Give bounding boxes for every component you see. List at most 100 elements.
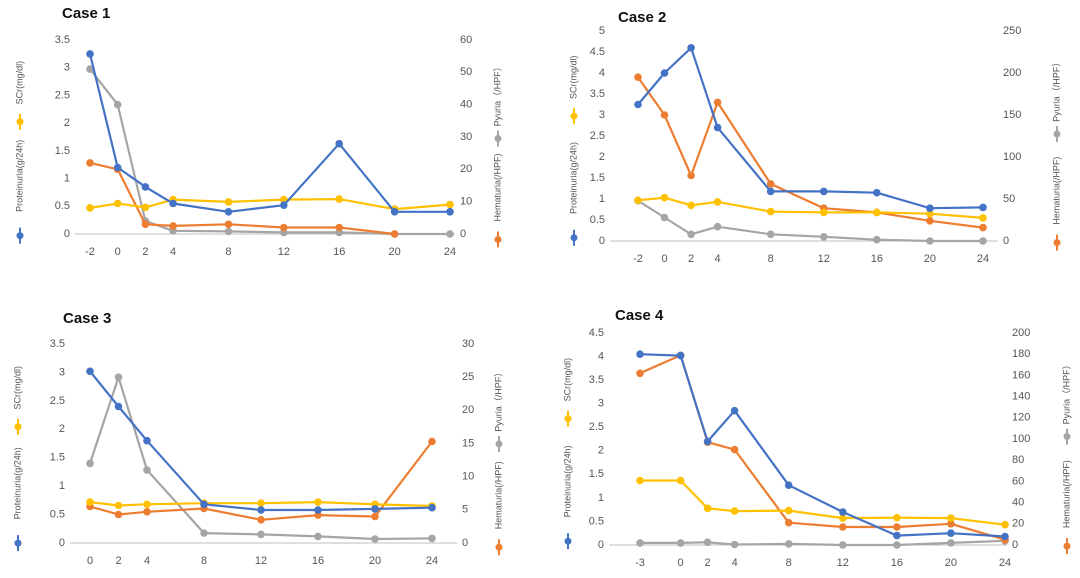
right-y-tick-label: 10 <box>460 196 472 208</box>
data-point <box>979 223 987 232</box>
data-point <box>660 193 669 202</box>
right-y-tick-label: 100 <box>1012 433 1030 445</box>
data-point <box>730 507 739 515</box>
right-y-tick-label: 180 <box>1012 348 1030 360</box>
x-tick-label: 16 <box>333 246 345 258</box>
left-y-tick-label: 0 <box>598 539 604 551</box>
axis-label-text: Hematuria(/HPF) <box>1051 157 1061 225</box>
axis-label-text: Pyuria（/HPF） <box>1061 360 1071 424</box>
data-point <box>713 123 722 132</box>
data-point <box>730 445 739 454</box>
left-axis-label-proteinuria: Proteinuria(g/24h) <box>14 140 24 244</box>
data-point <box>713 222 722 231</box>
data-point <box>141 183 150 191</box>
x-tick-label: 16 <box>891 557 903 569</box>
data-point <box>636 476 644 485</box>
chart-panel-case-2: Case 2 0 0.5 1 1.5 2 2.5 3 3.5 4 4.5 5 0 50 100 150 200 2… <box>540 0 1080 289</box>
left-y-tick-label: 1 <box>64 172 70 184</box>
data-point <box>730 540 739 549</box>
right-y-tick-label: 120 <box>1012 412 1030 424</box>
legend-marker-swatch <box>570 112 578 120</box>
axis-label-text: Proteinuria(g/24h) <box>568 142 578 214</box>
data-point <box>169 199 177 208</box>
data-point <box>979 214 987 222</box>
data-point <box>873 208 881 217</box>
x-tick-label: 0 <box>115 246 121 258</box>
data-point <box>257 516 265 524</box>
x-tick-label: 2 <box>705 557 711 569</box>
chart-title: Case 4 <box>615 307 664 324</box>
x-tick-label: 8 <box>201 555 207 567</box>
data-point <box>926 237 934 245</box>
x-tick-label: 12 <box>818 253 830 265</box>
x-tick-label: 0 <box>661 253 667 265</box>
data-point <box>257 499 265 507</box>
left-y-tick-label: 3.5 <box>55 34 70 46</box>
x-tick-label: -2 <box>85 246 95 258</box>
data-point <box>86 498 94 506</box>
data-point <box>839 508 847 516</box>
legend-marker-swatch <box>494 235 502 243</box>
x-tick-label: 24 <box>444 246 456 258</box>
right-y-tick-label: 20 <box>1012 518 1024 530</box>
data-point <box>687 44 695 52</box>
data-point <box>766 180 775 188</box>
data-point <box>660 213 669 222</box>
x-tick-label: 12 <box>255 555 267 567</box>
data-point <box>820 187 828 196</box>
left-y-tick-label: 3.5 <box>589 374 604 386</box>
data-point <box>314 506 322 514</box>
data-point <box>335 195 344 203</box>
x-tick-label: 4 <box>732 557 738 569</box>
right-y-tick-label: 0 <box>1003 235 1009 247</box>
x-tick-label: 4 <box>144 555 150 567</box>
data-point <box>86 50 94 58</box>
series-line <box>89 440 433 521</box>
right-y-tick-label: 30 <box>462 338 474 350</box>
data-point <box>86 367 94 376</box>
data-point <box>766 187 775 196</box>
x-tick-label: -2 <box>633 253 643 265</box>
x-tick-label: 16 <box>871 253 883 265</box>
left-axis-label-proteinuria: Proteinuria(g/24h) <box>12 447 22 552</box>
left-y-tick-label: 4 <box>599 67 605 79</box>
chart-title: Case 2 <box>618 9 666 26</box>
left-y-tick-label: 4.5 <box>590 46 605 58</box>
right-axis-label-pyuria: Pyuria（/HPF） <box>1051 58 1061 142</box>
left-y-tick-label: 1.5 <box>590 172 605 184</box>
left-axis-label-scr: SCr(mg/dl) <box>568 55 578 125</box>
data-point <box>114 373 123 381</box>
data-point <box>713 198 722 206</box>
data-point <box>371 535 379 543</box>
right-axis-label-pyuria: Pyuria（/HPF） <box>1061 360 1071 445</box>
data-point <box>784 518 793 527</box>
legend-marker-swatch <box>1063 542 1071 550</box>
data-point <box>224 198 233 206</box>
data-point <box>224 220 233 229</box>
data-point <box>687 171 695 180</box>
right-y-tick-label: 30 <box>460 131 472 143</box>
data-point <box>703 504 712 513</box>
data-point <box>730 406 739 415</box>
axis-label-text: SCr(mg/dl) <box>12 366 22 410</box>
data-point <box>893 541 901 549</box>
left-y-tick-label: 2.5 <box>55 89 70 101</box>
x-tick-label: 0 <box>677 557 683 569</box>
data-point <box>446 208 454 216</box>
axis-label-text: Hematuria(/HPF) <box>493 461 503 529</box>
legend-marker-swatch <box>495 440 503 448</box>
data-point <box>636 369 644 378</box>
data-point <box>660 69 669 77</box>
data-point <box>371 505 379 513</box>
right-axis-label-hematuria: Hematuria(/HPF) <box>492 153 502 248</box>
legend-marker-swatch <box>16 118 24 126</box>
right-y-tick-label: 50 <box>460 66 472 78</box>
x-tick-label: 20 <box>369 555 381 567</box>
data-point <box>660 111 669 119</box>
data-point <box>143 436 151 445</box>
left-y-tick-label: 1 <box>59 480 65 492</box>
left-axis-label-scr: SCr(mg/dl) <box>562 358 572 427</box>
data-point <box>1001 520 1009 529</box>
data-point <box>200 500 208 509</box>
data-point <box>713 98 722 107</box>
